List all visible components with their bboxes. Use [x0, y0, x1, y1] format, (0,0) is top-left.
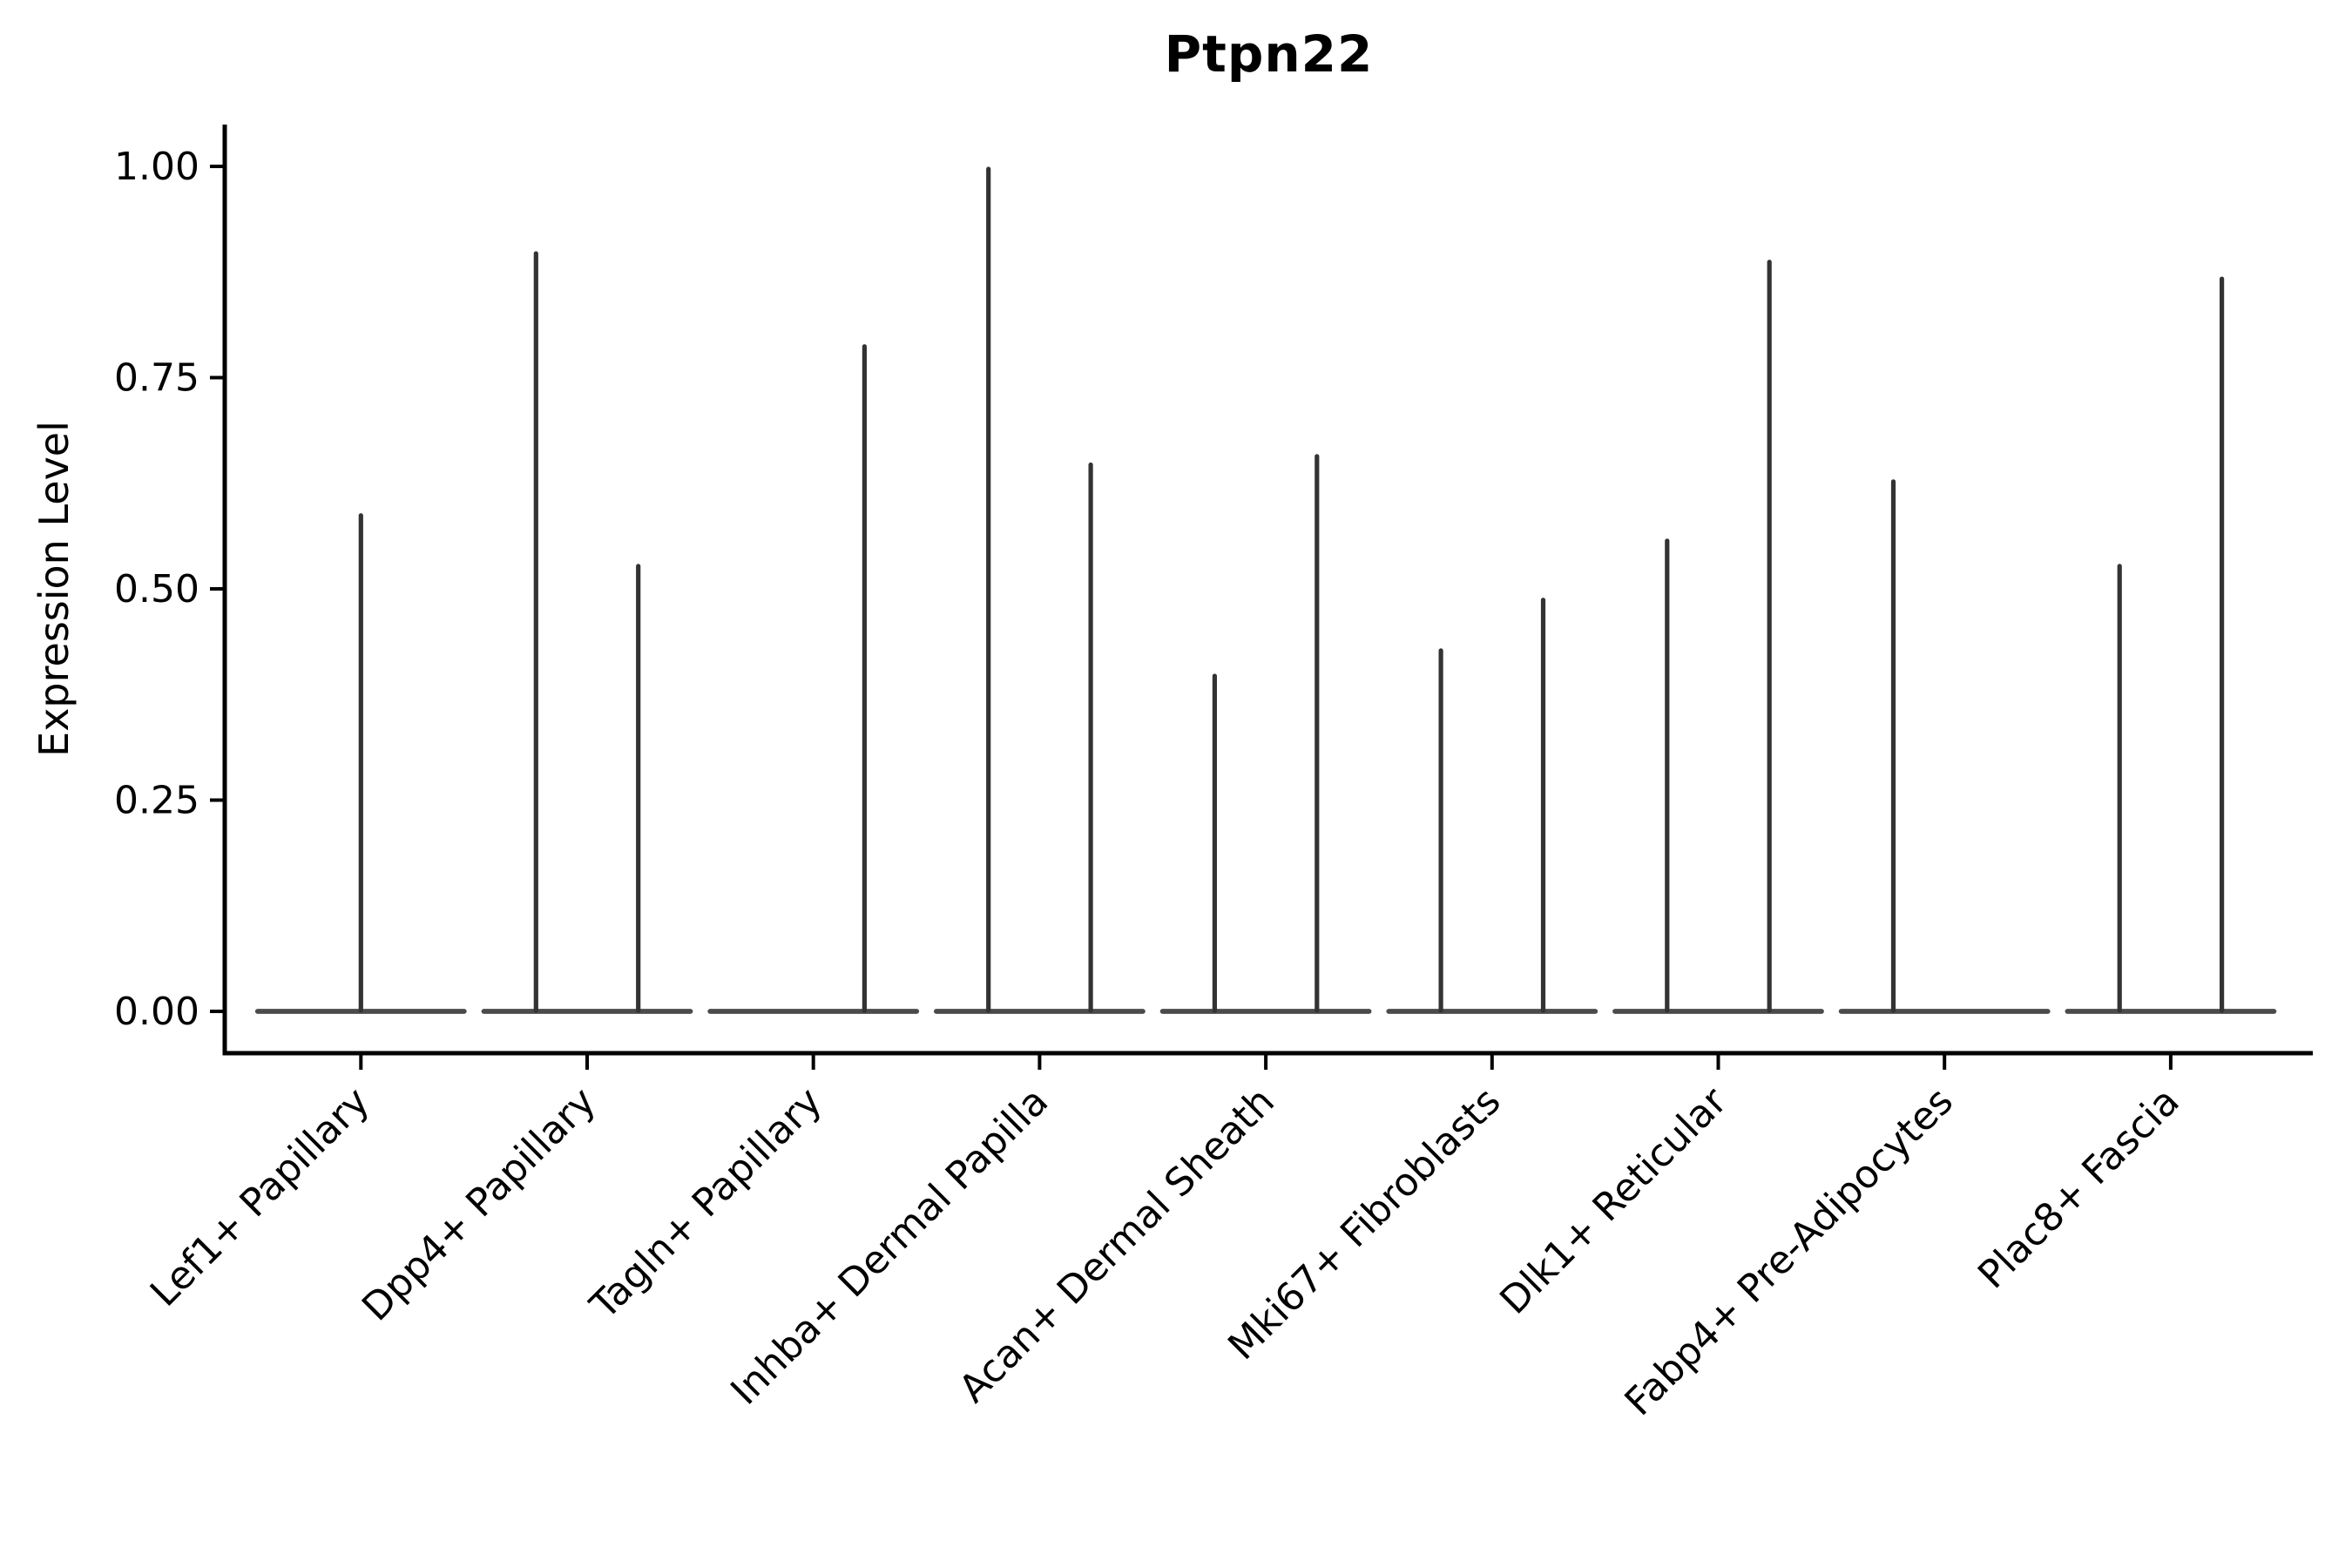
x-tick-label: Dlk1+ Reticular [1491, 1078, 1736, 1323]
y-tick-label: 0.00 [114, 990, 199, 1034]
x-tick-label: Dpp4+ Papillary [354, 1079, 605, 1330]
y-axis-label: Expression Level [30, 421, 78, 757]
y-tick-label: 0.50 [114, 567, 199, 612]
chart-title: Ptpn22 [1164, 24, 1374, 84]
y-tick-label: 0.25 [114, 778, 199, 822]
y-tick-label: 0.75 [114, 355, 199, 400]
y-tick-label: 1.00 [114, 145, 199, 189]
x-tick-label: Tagln+ Papillary [581, 1079, 830, 1328]
x-tick-label: Plac8+ Fascia [1970, 1079, 2188, 1298]
x-tick-label: Lef1+ Papillary [142, 1079, 378, 1315]
